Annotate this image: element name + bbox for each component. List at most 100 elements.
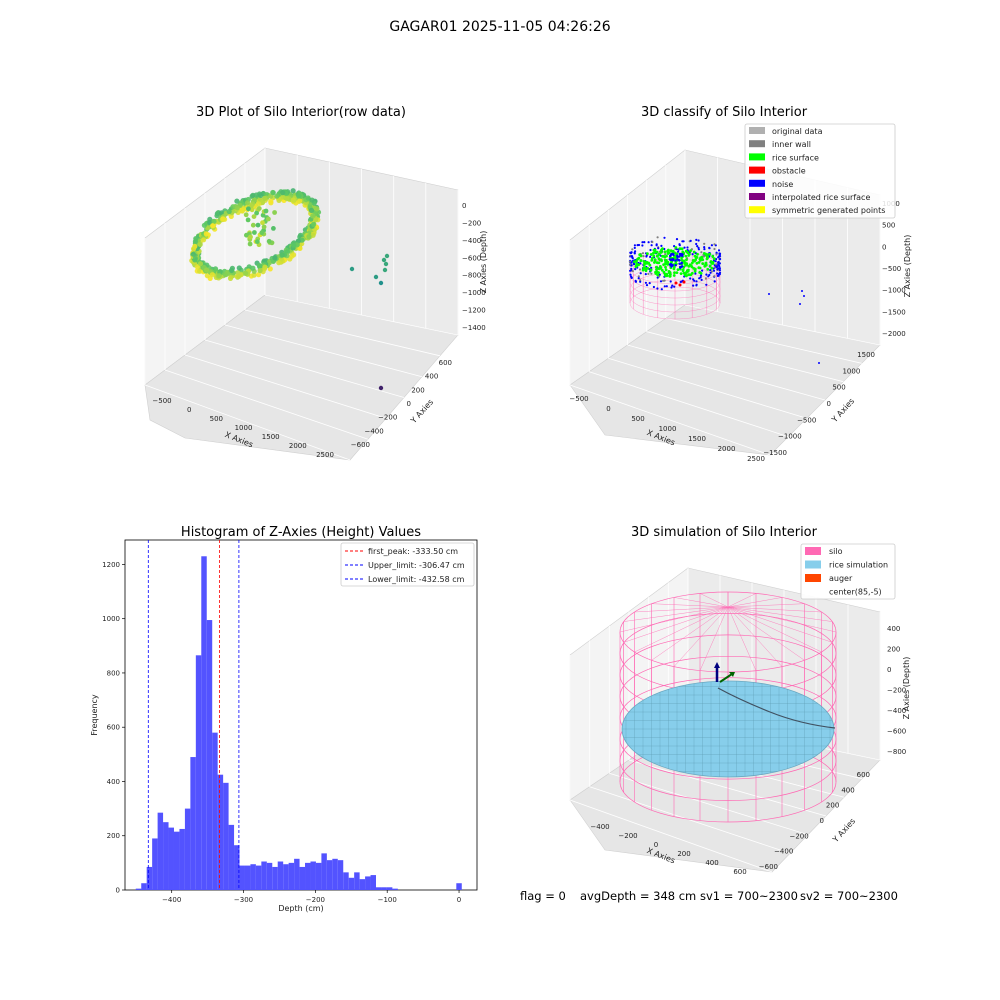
rice-surface-point bbox=[649, 269, 653, 272]
y-tick-label: 0 bbox=[116, 887, 120, 895]
y-tick-label: 600 bbox=[857, 771, 870, 779]
raw-data-point bbox=[250, 265, 256, 271]
histogram-bar bbox=[354, 872, 360, 890]
histogram-bar bbox=[157, 812, 164, 890]
center-axis-arrowhead bbox=[714, 662, 720, 668]
rice-surface-point bbox=[667, 270, 671, 273]
silo-roof-line bbox=[727, 606, 805, 661]
wall-point bbox=[644, 281, 648, 284]
panel-raw-data-grid bbox=[144, 148, 459, 461]
auger-direction-arrowhead bbox=[729, 672, 735, 677]
noise-point bbox=[669, 255, 672, 258]
rice-surface-point bbox=[655, 268, 658, 271]
wall-point bbox=[651, 240, 654, 244]
rice-surface-point bbox=[690, 271, 694, 275]
wall-point bbox=[695, 283, 698, 286]
y-tick-label: 0 bbox=[820, 817, 824, 825]
wall-point bbox=[683, 246, 686, 249]
x-tick-label: −400 bbox=[590, 823, 609, 831]
rice-surface-point bbox=[697, 266, 701, 270]
histogram-bar bbox=[277, 861, 284, 890]
wall-point bbox=[630, 267, 633, 270]
raw-data-point bbox=[260, 220, 265, 226]
y-tick-label: 1000 bbox=[102, 615, 120, 623]
raw-data-point bbox=[271, 226, 276, 231]
wall-point bbox=[694, 272, 697, 275]
z-tick-label: 0 bbox=[882, 243, 886, 251]
panel-classify: 3D classify of Silo Interior −5000500100… bbox=[569, 105, 912, 463]
wall-point bbox=[655, 243, 658, 246]
histogram-bar bbox=[141, 883, 147, 890]
silo-roof-line bbox=[727, 606, 783, 667]
x-tick-label: −400 bbox=[162, 896, 181, 904]
panel-raw-data-points bbox=[189, 188, 390, 391]
raw-data-outlier-point bbox=[384, 253, 390, 259]
obstacle-point bbox=[678, 283, 682, 287]
raw-data-point bbox=[249, 207, 255, 213]
raw-data-outlier-point bbox=[383, 261, 389, 267]
histogram-bar bbox=[310, 861, 316, 890]
histogram-bar bbox=[348, 877, 355, 890]
panel-histogram-bars bbox=[135, 556, 462, 890]
wall-point bbox=[695, 238, 698, 241]
rice-surface-point bbox=[639, 259, 643, 262]
raw-data-point bbox=[243, 212, 249, 218]
rice-surface-point bbox=[641, 268, 645, 272]
grid-line bbox=[144, 384, 351, 461]
histogram-bar bbox=[321, 853, 327, 890]
histogram-bar bbox=[365, 876, 371, 890]
rice-surface-point bbox=[710, 266, 714, 270]
z-tick-label: −400 bbox=[462, 237, 481, 245]
raw-data-point bbox=[236, 273, 242, 279]
rice-surface-point bbox=[698, 271, 702, 274]
panel-raw-data-ticks: −50005001000150020002500−600−400−2000200… bbox=[152, 202, 485, 459]
wall-point bbox=[716, 268, 719, 271]
noise-point bbox=[678, 259, 681, 262]
rice-surface-point bbox=[657, 257, 661, 261]
raw-data-outlier-point bbox=[381, 257, 387, 263]
raw-data-point bbox=[234, 205, 240, 211]
legend-swatch bbox=[749, 193, 765, 200]
wall-point bbox=[695, 280, 698, 283]
wall-point bbox=[707, 275, 710, 278]
rice-surface-point bbox=[685, 262, 689, 265]
panel-simulation-auger bbox=[714, 662, 735, 683]
histogram-bar bbox=[244, 865, 251, 890]
legend-label: silo bbox=[829, 547, 843, 556]
rice-surface-point bbox=[709, 260, 713, 263]
wall-point bbox=[705, 273, 708, 276]
rice-surface-point bbox=[674, 246, 678, 249]
z-tick-label: −2000 bbox=[882, 330, 906, 338]
wall-point bbox=[645, 284, 649, 287]
rice-surface-point bbox=[695, 261, 699, 265]
raw-data-point bbox=[310, 213, 316, 219]
wall-point bbox=[717, 274, 720, 277]
wall-point bbox=[632, 262, 636, 266]
raw-data-point bbox=[309, 197, 315, 203]
histogram-bar bbox=[184, 808, 191, 890]
wall-point bbox=[717, 260, 720, 264]
rice-surface-point bbox=[660, 268, 664, 272]
rice-surface-point bbox=[712, 257, 716, 261]
rice-surface-point bbox=[645, 261, 649, 264]
silo-roof-line bbox=[651, 606, 729, 661]
legend-swatch bbox=[749, 153, 765, 161]
histogram-bar bbox=[135, 888, 142, 890]
raw-data-point bbox=[259, 230, 265, 236]
grid-line bbox=[627, 344, 826, 401]
raw-data-point bbox=[256, 272, 262, 278]
grid-line bbox=[224, 324, 423, 378]
raw-data-point bbox=[256, 201, 262, 207]
rice-surface-point bbox=[706, 267, 710, 271]
raw-data-point bbox=[207, 219, 213, 225]
wall-point bbox=[639, 272, 642, 275]
wall-point bbox=[709, 269, 712, 272]
wall-point bbox=[709, 271, 712, 274]
wall-point bbox=[712, 269, 716, 272]
wall-point bbox=[691, 253, 694, 256]
histogram-bar bbox=[239, 865, 245, 890]
raw-data-outlier-point bbox=[378, 385, 384, 391]
raw-data-point bbox=[192, 255, 198, 262]
z-tick-label: −400 bbox=[887, 707, 906, 715]
